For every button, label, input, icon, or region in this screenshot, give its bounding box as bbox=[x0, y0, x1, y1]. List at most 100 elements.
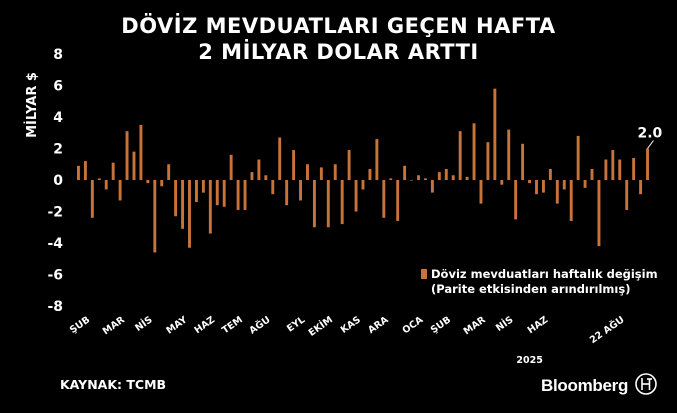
x-tick-label-11: OCA bbox=[401, 314, 426, 336]
bar-30 bbox=[285, 180, 289, 206]
source-note: KAYNAK: TCMB bbox=[60, 377, 167, 392]
bar-3 bbox=[97, 178, 101, 180]
bar-18 bbox=[201, 180, 205, 193]
bar-24 bbox=[243, 180, 247, 210]
y-tick-label-5: -2 bbox=[47, 205, 63, 221]
x-tick-label-7: EYL bbox=[285, 314, 307, 334]
bar-41 bbox=[361, 180, 365, 190]
bar-14 bbox=[174, 180, 178, 217]
legend-sublabel: (Parite etkisinden arındırılmış) bbox=[431, 282, 631, 296]
bar-11 bbox=[153, 180, 157, 253]
x-tick-label-10: ARA bbox=[366, 314, 391, 336]
bar-66 bbox=[535, 180, 538, 195]
bar-series bbox=[77, 88, 649, 253]
bar-77 bbox=[611, 150, 615, 180]
x-tick-label-15: HAZ bbox=[526, 314, 551, 336]
bar-80 bbox=[632, 157, 636, 180]
bar-57 bbox=[472, 123, 476, 180]
x-tick-label-12: ŞUB bbox=[429, 314, 453, 336]
bar-9 bbox=[139, 124, 143, 181]
bar-64 bbox=[521, 143, 525, 180]
y-tick-label-0: 8 bbox=[53, 47, 63, 63]
bar-21 bbox=[222, 180, 226, 207]
bar-65 bbox=[528, 180, 532, 184]
bar-38 bbox=[340, 180, 344, 225]
bar-15 bbox=[181, 180, 185, 229]
bar-2 bbox=[90, 180, 94, 218]
bar-82 bbox=[646, 148, 649, 180]
bar-33 bbox=[306, 164, 309, 180]
y-tick-label-1: 6 bbox=[53, 79, 63, 95]
bar-69 bbox=[555, 180, 559, 204]
x-axis-ticks: ŞUB MAR NİS MAY HAZ TEM AĞU EYL EKİM KAS ARA OCA ŞUB… bbox=[68, 314, 627, 366]
bar-73 bbox=[583, 180, 587, 188]
bar-12 bbox=[160, 180, 164, 187]
annotation-last-value: 2.0 bbox=[638, 126, 663, 142]
bar-56 bbox=[465, 176, 469, 180]
bar-79 bbox=[625, 180, 629, 210]
x-tick-label-5: TEM bbox=[220, 314, 245, 336]
bar-1 bbox=[83, 161, 87, 180]
bar-32 bbox=[299, 180, 302, 201]
y-tick-label-8: -8 bbox=[47, 299, 63, 315]
x-tick-label-2: NİS bbox=[133, 314, 154, 334]
bar-29 bbox=[278, 137, 282, 180]
bar-59 bbox=[486, 142, 490, 180]
bar-71 bbox=[569, 180, 573, 221]
bar-60 bbox=[493, 88, 497, 180]
bar-49 bbox=[417, 175, 420, 180]
bar-52 bbox=[437, 172, 441, 181]
bar-34 bbox=[312, 180, 316, 228]
bar-45 bbox=[389, 178, 393, 180]
bar-72 bbox=[576, 135, 580, 180]
bar-27 bbox=[264, 175, 268, 180]
bar-62 bbox=[507, 129, 511, 180]
x-year-label: 2025 bbox=[516, 355, 542, 366]
bar-55 bbox=[458, 131, 462, 180]
bar-19 bbox=[208, 180, 212, 234]
bar-20 bbox=[215, 180, 219, 206]
bar-46 bbox=[396, 180, 400, 221]
chart-title-line-2: 2 MİLYAR DOLAR ARTTI bbox=[198, 40, 479, 64]
bar-26 bbox=[257, 159, 261, 180]
bar-4 bbox=[104, 180, 108, 190]
bar-63 bbox=[514, 180, 518, 220]
bar-53 bbox=[444, 168, 448, 180]
x-tick-label-8: EKİM bbox=[307, 314, 335, 338]
bloomberg-logo: Bloomberg bbox=[541, 376, 629, 395]
bar-42 bbox=[368, 168, 372, 180]
bar-70 bbox=[562, 180, 566, 190]
x-tick-label-14: NİS bbox=[494, 314, 515, 334]
legend-label: Döviz mevduatları haftalık değişim bbox=[431, 267, 658, 281]
bar-75 bbox=[597, 180, 601, 247]
bar-35 bbox=[319, 167, 323, 180]
x-tick-label-3: MAY bbox=[164, 314, 189, 336]
x-tick-label-6: AĞU bbox=[247, 314, 273, 337]
bar-28 bbox=[271, 180, 275, 195]
bar-17 bbox=[194, 180, 198, 203]
bar-58 bbox=[479, 180, 483, 204]
bar-47 bbox=[403, 165, 407, 180]
bar-74 bbox=[590, 168, 594, 180]
legend-swatch bbox=[421, 269, 427, 279]
bloomberg-ht-logo-icon bbox=[635, 373, 657, 395]
bar-37 bbox=[333, 164, 337, 180]
bar-39 bbox=[347, 150, 351, 180]
legend: Döviz mevduatları haftalık değişim (Pari… bbox=[421, 267, 658, 297]
bar-13 bbox=[167, 164, 171, 180]
y-tick-label-2: 4 bbox=[53, 110, 63, 126]
y-axis-ticks: 8 6 4 2 0 -2 -4 -6 -8 bbox=[47, 47, 63, 315]
bar-54 bbox=[451, 175, 455, 180]
bar-10 bbox=[146, 180, 150, 184]
bar-44 bbox=[382, 180, 386, 218]
bar-7 bbox=[125, 131, 129, 180]
bar-67 bbox=[541, 180, 545, 193]
y-axis-label: MİLYAR $ bbox=[24, 72, 40, 138]
y-tick-label-6: -4 bbox=[47, 236, 63, 252]
bar-6 bbox=[118, 180, 122, 201]
bar-8 bbox=[132, 151, 136, 180]
bar-31 bbox=[292, 150, 296, 180]
x-tick-label-4: HAZ bbox=[193, 314, 218, 336]
bar-5 bbox=[111, 162, 115, 180]
